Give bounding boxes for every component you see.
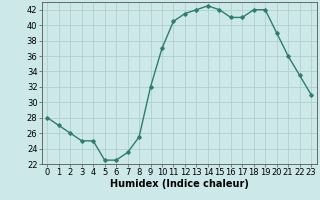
X-axis label: Humidex (Indice chaleur): Humidex (Indice chaleur) [110,179,249,189]
